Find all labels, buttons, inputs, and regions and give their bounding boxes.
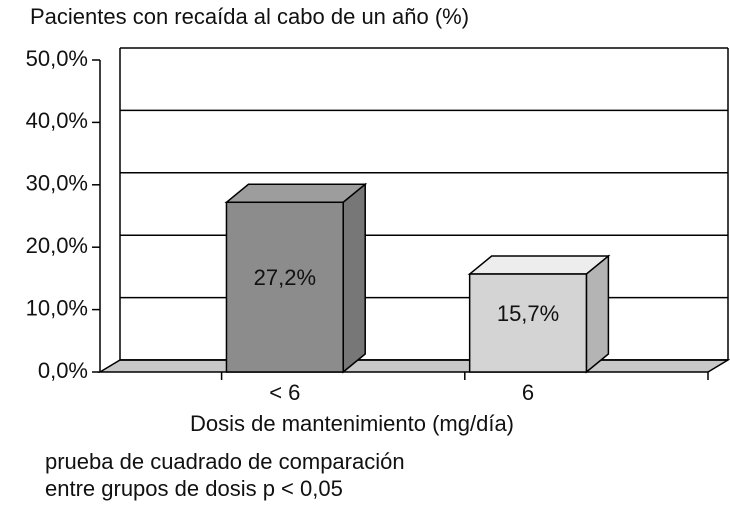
y-tick-label: 20,0%: [26, 233, 88, 258]
y-tick-label: 40,0%: [26, 108, 88, 133]
bar-top: [467, 255, 611, 275]
floor: [97, 359, 730, 373]
value-label: 15,7%: [497, 301, 559, 326]
y-tick-label: 0,0%: [38, 358, 88, 383]
bar-side: [585, 254, 610, 374]
y-tick-label: 10,0%: [26, 295, 88, 320]
chart-title: Pacientes con recaída al cabo de un año …: [30, 4, 469, 29]
bar-top: [224, 183, 368, 204]
y-tick-label: 50,0%: [26, 46, 88, 71]
value-label: 27,2%: [254, 265, 316, 290]
x-axis-label: Dosis de mantenimiento (mg/día): [190, 411, 514, 436]
note: prueba de cuadrado de comparación: [45, 449, 405, 474]
note: entre grupos de dosis p < 0,05: [45, 476, 343, 501]
bar: [225, 201, 344, 373]
bar-side: [342, 182, 366, 374]
x-tick-label: 6: [522, 380, 534, 405]
back-wall: [119, 48, 728, 361]
y-tick-label: 30,0%: [26, 171, 88, 196]
bar: [468, 273, 588, 373]
x-tick-label: < 6: [269, 380, 300, 405]
